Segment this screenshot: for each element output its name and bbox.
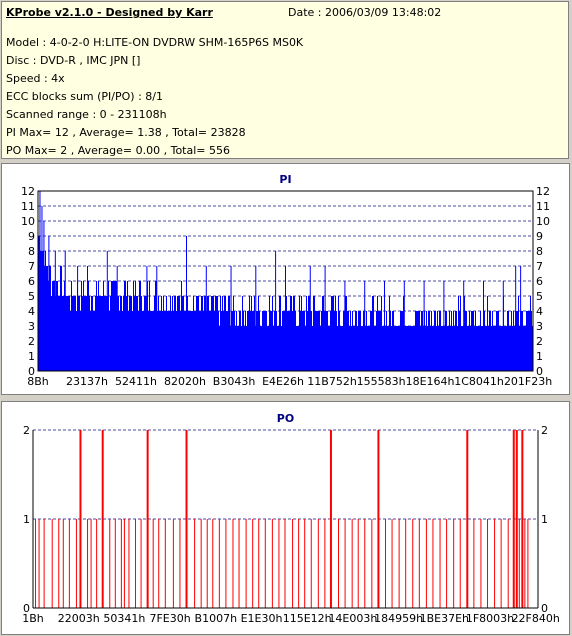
scanned-range: Scanned range : 0 - 231108h	[6, 108, 167, 121]
y-tick-label-right: 12	[536, 185, 550, 198]
y-tick-label-left: 1	[23, 513, 30, 526]
y-tick-label-right: 2	[541, 424, 548, 437]
scan-speed: Speed : 4x	[6, 72, 65, 85]
x-tick-label: 52411h	[115, 375, 157, 388]
plot-border	[37, 190, 534, 372]
y-tick-label-left: 12	[21, 185, 35, 198]
y-tick-label-right: 8	[536, 245, 543, 258]
x-tick-label: 14E003h	[328, 612, 377, 625]
y-tick-label-right: 1	[541, 513, 548, 526]
y-tick-label-left: 11	[21, 200, 35, 213]
pi-series	[38, 191, 533, 371]
x-tick-label: 1F8003h	[466, 612, 514, 625]
x-tick-label: 22003h	[58, 612, 100, 625]
x-tick-label: 1Bh	[22, 612, 44, 625]
scan-date: Date : 2006/03/09 13:48:02	[288, 6, 442, 19]
y-tick-label-right: 7	[536, 260, 543, 273]
x-tick-label: 155583h	[357, 375, 406, 388]
y-tick-label-right: 3	[536, 320, 543, 333]
x-tick-label: 1BE37Eh	[420, 612, 469, 625]
po-series	[35, 430, 529, 608]
x-tick-label: B3043h	[213, 375, 256, 388]
po-summary: PO Max= 2 , Average= 0.00 , Total= 556	[6, 144, 230, 157]
y-tick-label-left: 1	[28, 350, 35, 363]
x-tick-label: 50341h	[103, 612, 145, 625]
y-tick-label-left: 0	[28, 365, 35, 378]
x-tick-label: 115E12h	[283, 612, 332, 625]
summary-panel: KProbe v2.1.0 - Designed by Karr Date : …	[1, 1, 569, 159]
y-tick-label-right: 5	[536, 290, 543, 303]
y-tick-label-left: 4	[28, 305, 35, 318]
pi-summary: PI Max= 12 , Average= 1.38 , Total= 2382…	[6, 126, 246, 139]
y-tick-label-left: 2	[28, 335, 35, 348]
y-tick-label-right: 2	[536, 335, 543, 348]
disc-type: Disc : DVD-R , IMC JPN []	[6, 54, 141, 67]
y-tick-label-right: 1	[536, 350, 543, 363]
x-tick-label: B1007h	[195, 612, 238, 625]
chart-title: PI	[279, 173, 291, 186]
x-tick-label: 82020h	[164, 375, 206, 388]
y-tick-label-left: 5	[28, 290, 35, 303]
x-tick-label: 22F840h	[512, 612, 560, 625]
po-chart: PO 0 0 1 1 2 2 1Bh 22003h 50341h 7FE30h B1007h E1E30…	[22, 412, 560, 625]
y-tick-label-right: 0	[536, 365, 543, 378]
y-tick-label-left: 9	[28, 230, 35, 243]
y-tick-label-right: 9	[536, 230, 543, 243]
x-tick-label: 11B752h	[307, 375, 357, 388]
y-tick-label-right: 6	[536, 275, 543, 288]
y-tick-label-left: 6	[28, 275, 35, 288]
x-tick-label: 1C8041h	[454, 375, 504, 388]
y-tick-label-left: 8	[28, 245, 35, 258]
y-tick-label-left: 2	[23, 424, 30, 437]
y-tick-label-right: 10	[536, 215, 550, 228]
chart-title: PO	[277, 412, 294, 425]
app-title: KProbe v2.1.0 - Designed by Karr	[6, 6, 213, 19]
ecc-sum: ECC blocks sum (PI/PO) : 8/1	[6, 90, 163, 103]
x-tick-label: 23137h	[66, 375, 108, 388]
x-tick-label: 184959h	[374, 612, 423, 625]
po-chart-panel: PO 0 0 1 1 2 2 1Bh 22003h 50341h 7FE30h B1007h E1E30…	[1, 401, 570, 635]
x-tick-label: 18E164h	[406, 375, 455, 388]
x-tick-label: 8Bh	[27, 375, 49, 388]
y-tick-label-left: 7	[28, 260, 35, 273]
x-tick-label: E4E26h	[262, 375, 304, 388]
y-tick-label-right: 11	[536, 200, 550, 213]
y-tick-label-right: 4	[536, 305, 543, 318]
x-tick-label: 7FE30h	[149, 612, 190, 625]
drive-model: Model : 4-0-2-0 H:LITE-ON DVDRW SHM-165P…	[6, 36, 304, 49]
y-tick-label-left: 0	[23, 602, 30, 615]
x-tick-label: E1E30h	[241, 612, 283, 625]
y-tick-label-right: 0	[541, 602, 548, 615]
y-tick-label-left: 10	[21, 215, 35, 228]
x-tick-label: 201F23h	[504, 375, 552, 388]
y-tick-label-left: 3	[28, 320, 35, 333]
pi-chart-panel: PI 0 0 1 1 2 2 3 3 4 4 5 5 6 6 7 7 8 8 9 9 10 10 11 11 12 12 8Bh 231…	[1, 163, 570, 395]
